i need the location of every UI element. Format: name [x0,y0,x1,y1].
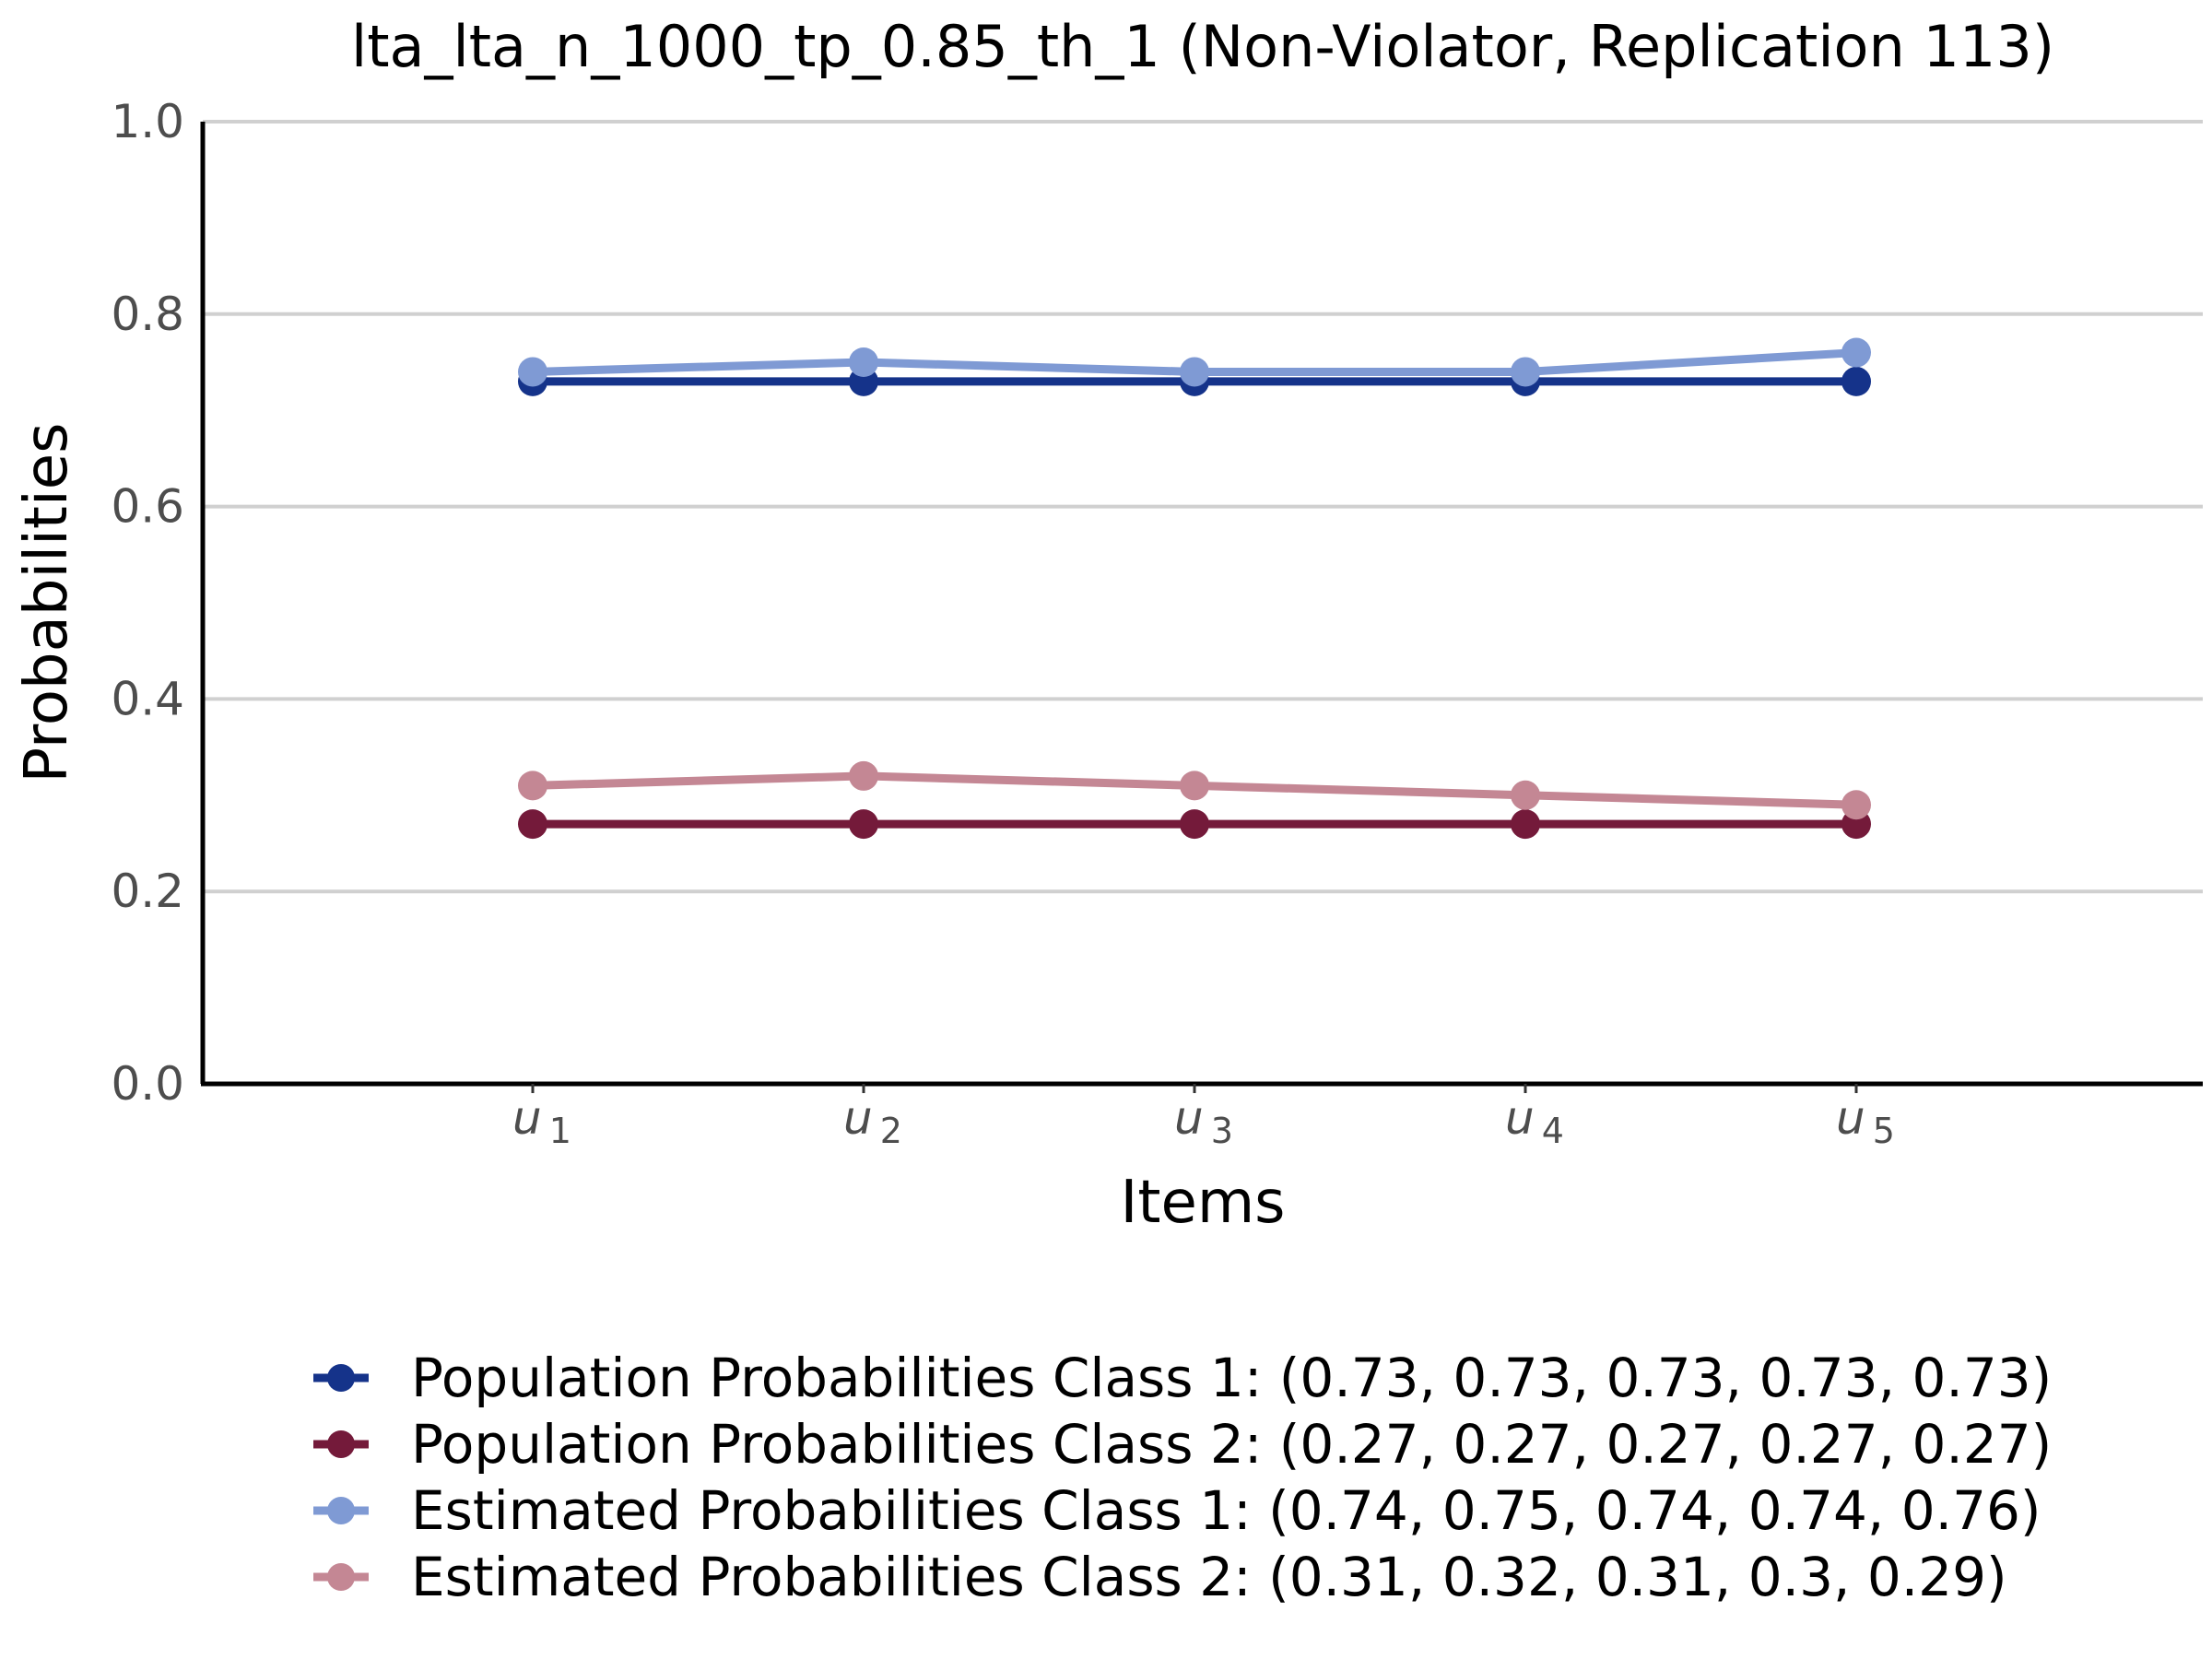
y-tick-label: 0.0 [111,1057,184,1111]
data-point [1511,357,1540,387]
legend-item: Population Probabilities Class 2: (0.27,… [313,1413,2052,1476]
y-tick-label: 0.4 [111,672,184,725]
data-point [1180,809,1209,840]
y-tick-label: 0.8 [111,288,184,341]
y-ticks: 0.0 0.2 0.4 0.6 0.8 1.0 [111,95,184,1111]
legend: Population Probabilities Class 1: (0.73,… [313,1347,2052,1608]
data-point [518,809,547,840]
legend-marker [327,1563,355,1591]
legend-label: Estimated Probabilities Class 1: (0.74, … [411,1479,2041,1542]
data-point [1180,357,1209,387]
legend-item: Population Probabilities Class 1: (0.73,… [313,1347,2052,1409]
data-point [1511,780,1540,810]
y-tick-label: 0.6 [111,480,184,534]
axes [200,122,2203,1087]
y-axis-title: Probabilities [13,423,81,783]
series-layer [518,337,1871,840]
data-point [1841,790,1871,820]
y-tick-label: 1.0 [111,95,184,148]
data-point [1511,809,1540,840]
data-point [1180,771,1209,801]
chart-title: lta_lta_n_1000_tp_0.85_th_1 (Non-Violato… [351,13,2054,80]
data-point [518,771,547,801]
legend-marker [327,1364,355,1392]
legend-marker [327,1430,355,1458]
data-point [849,347,878,377]
x-axis-title: Items [1120,1169,1285,1237]
legend-label: Estimated Probabilities Class 2: (0.31, … [411,1546,2007,1608]
series-2 [518,809,1871,840]
legend-item: Estimated Probabilities Class 2: (0.31, … [313,1546,2007,1608]
legend-label: Population Probabilities Class 1: (0.73,… [411,1347,2052,1409]
series-3 [518,337,1871,387]
legend-marker [327,1497,355,1524]
data-point [1841,337,1871,368]
series-4 [518,760,1871,820]
legend-label: Population Probabilities Class 2: (0.27,… [411,1413,2052,1476]
legend-item: Estimated Probabilities Class 1: (0.74, … [313,1479,2041,1542]
data-point [849,809,878,840]
grid-lines [203,120,2203,894]
data-point [518,357,547,387]
data-point [849,760,878,791]
data-point [1841,366,1871,396]
y-tick-label: 0.2 [111,865,184,918]
